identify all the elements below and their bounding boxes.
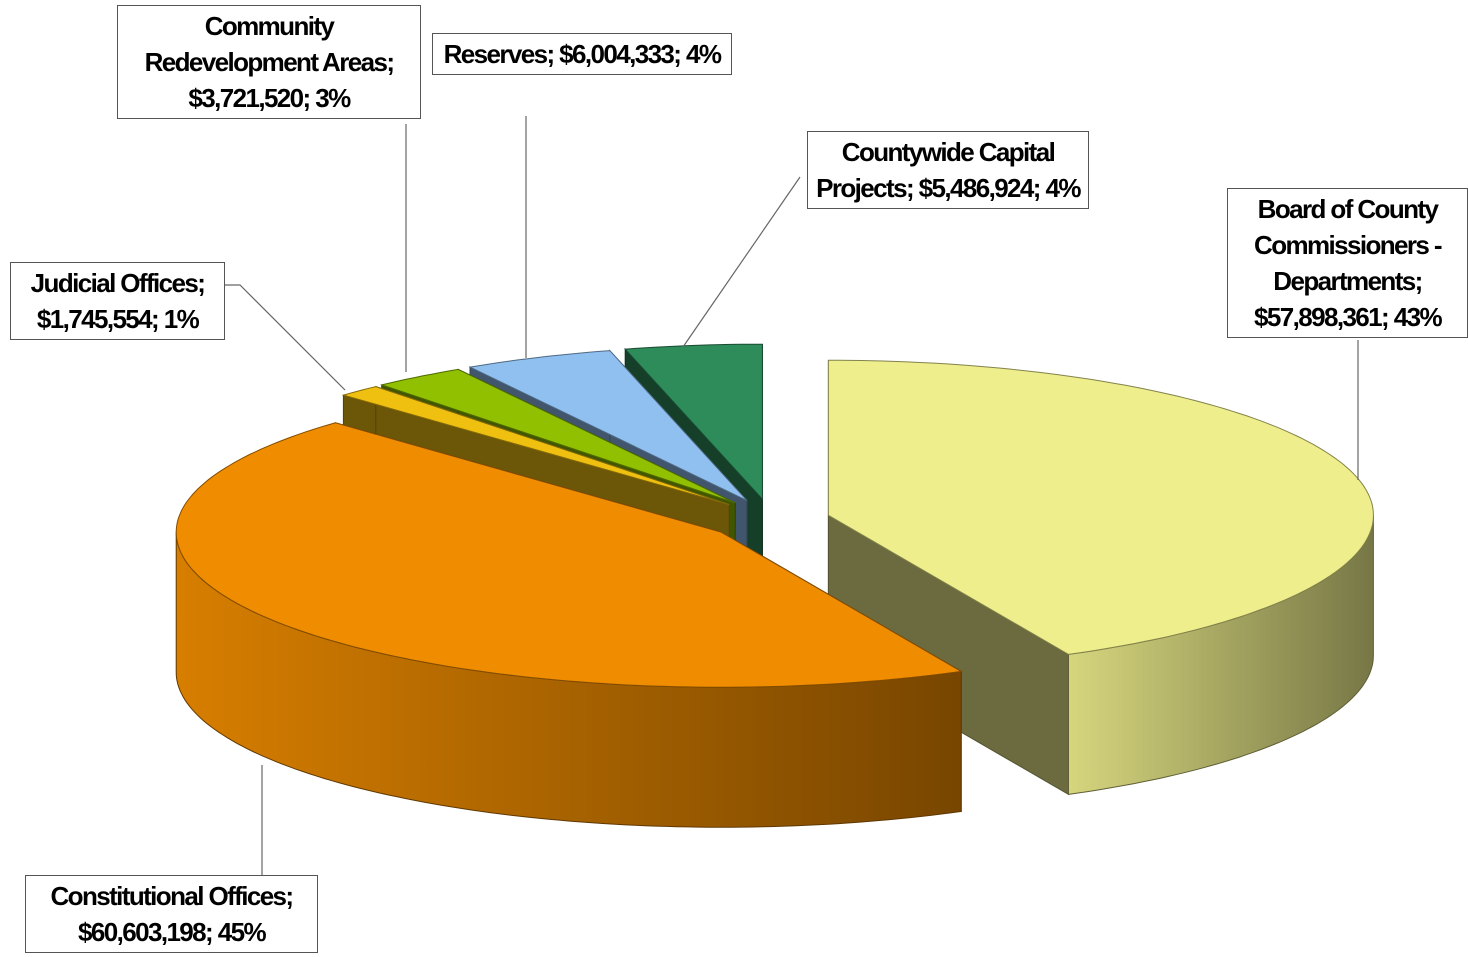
slice-top [341, 386, 730, 506]
label-percent: 4% [685, 39, 722, 69]
label-category: Community Redevelopment Areas [144, 11, 388, 77]
label-category: Countywide Capital Projects [816, 137, 1056, 203]
label-value: $60,603,198 [78, 917, 207, 947]
data-label: Reserves; $6,004,333; 4% [432, 33, 732, 75]
label-separator: ; [1414, 266, 1424, 296]
slice [827, 359, 1374, 796]
label-percent: 45% [217, 917, 267, 947]
label-value: $3,721,520 [188, 83, 304, 113]
leader-line [225, 284, 346, 391]
label-value: $57,898,361 [1254, 302, 1383, 332]
label-percent: 43% [1393, 302, 1443, 332]
label-percent: 4% [1045, 173, 1081, 203]
slice-top [827, 359, 1374, 655]
slice-top [379, 368, 736, 504]
label-separator: ; [151, 304, 160, 334]
label-separator: ; [285, 881, 294, 911]
slice-top [468, 350, 748, 502]
data-label: Community Redevelopment Areas; $3,721,52… [117, 5, 421, 119]
label-separator: ; [386, 47, 395, 77]
data-label: Countywide Capital Projects; $5,486,924;… [807, 131, 1089, 209]
label-value: $1,745,554 [36, 304, 153, 334]
label-value: $6,004,333 [559, 39, 675, 69]
label-value: $5,486,924 [918, 173, 1035, 203]
label-category: Reserves [443, 39, 548, 69]
leader-line [682, 176, 801, 348]
slice-top [175, 422, 963, 688]
label-separator: ; [546, 39, 555, 69]
label-separator: ; [302, 83, 312, 113]
data-label: Constitutional Offices; $60,603,198; 45% [25, 875, 318, 953]
data-label: Judicial Offices; $1,745,554; 1% [10, 262, 225, 340]
label-percent: 1% [163, 304, 200, 334]
label-separator: ; [197, 268, 206, 298]
label-separator: ; [673, 39, 682, 69]
slice [175, 422, 963, 828]
label-separator: ; [905, 173, 915, 203]
label-category: Judicial Offices [30, 268, 199, 298]
data-label: Board of County Commissioners - Departme… [1227, 188, 1468, 338]
slice-top [624, 343, 763, 501]
label-category: Constitutional Offices [50, 881, 288, 911]
label-separator: ; [205, 917, 214, 947]
label-percent: 3% [315, 83, 351, 113]
label-separator: ; [1032, 173, 1042, 203]
label-category: Board of County Commissioners - Departme… [1254, 194, 1443, 296]
label-separator: ; [1381, 302, 1390, 332]
